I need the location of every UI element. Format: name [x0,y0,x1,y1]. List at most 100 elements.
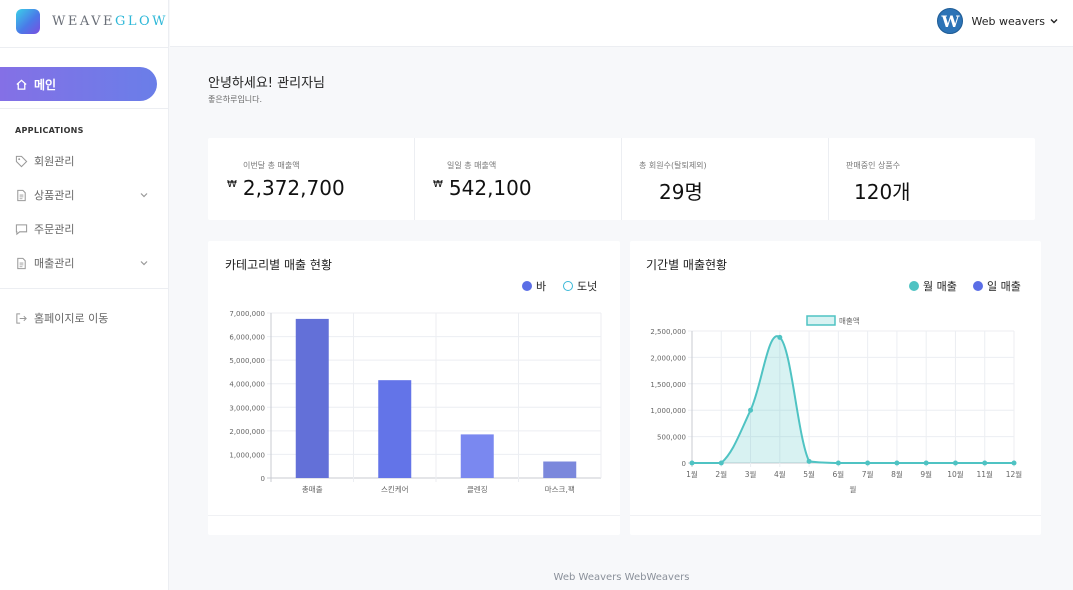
data-point [1011,460,1017,466]
data-point [923,460,929,466]
legend-dot-icon [563,281,573,291]
sidebar-item-homepage[interactable]: 홈페이지로 이동 [15,308,155,328]
stat-label: 총 회원수(탈퇴제외) [639,161,707,170]
tag-icon [15,155,28,167]
area-fill [692,336,1014,463]
data-point [806,458,812,464]
x-tick-label: 6월 [833,469,845,479]
x-tick-label: 클렌징 [467,484,488,494]
y-tick-label: 7,000,000 [229,310,265,318]
bar [460,434,494,478]
x-tick-label: 1월 [686,469,698,479]
greeting-subtitle: 좋은하루입니다. [208,95,263,104]
card-title: 카테고리별 매출 현황 [225,258,332,272]
x-tick-label: 8월 [891,469,903,479]
data-point [689,460,695,466]
bar [295,318,329,478]
bar [378,380,412,478]
stats-panel: 이번달 총 매출액 ₩2,372,700 일일 총 매출액 ₩542,100 총… [208,138,1035,220]
sidebar-item-label: 주문관리 [34,223,75,236]
legend-dot-icon [909,281,919,291]
series-legend-swatch [806,315,836,326]
x-axis-label: 월 [850,484,857,494]
data-point [952,460,958,466]
legend-daily-toggle[interactable]: 일 매출 [973,278,1021,294]
y-tick-label: 2,000,000 [650,354,686,362]
sidebar-divider [0,288,169,289]
sign-out-icon [16,312,27,324]
data-point [718,460,724,466]
bar [543,461,577,478]
x-tick-label: 총매출 [302,484,323,494]
series-legend-label: 매출액 [839,316,860,326]
user-name[interactable]: Web weavers [971,14,1045,28]
sidebar-divider [0,108,169,109]
sidebar-item-label: 메인 [34,77,57,92]
data-point [894,460,900,466]
x-tick-label: 스킨케어 [381,484,409,494]
footer-text: Web Weavers WebWeavers [553,572,690,583]
sidebar-item-label: 회원관리 [34,155,75,168]
x-tick-label: 11월 [977,469,994,479]
x-tick-label: 7월 [862,469,874,479]
data-point [982,460,988,466]
data-point [748,407,754,413]
chevron-down-icon [140,261,148,266]
y-tick-label: 2,000,000 [229,428,265,436]
x-tick-label: 12월 [1006,469,1023,479]
data-point [865,460,871,466]
stat-label: 판매중인 상품수 [846,161,901,170]
x-tick-label: 9월 [920,469,932,479]
card-footer [630,515,1041,535]
y-tick-label: 3,000,000 [229,404,265,412]
x-tick-label: 2월 [715,469,727,479]
sidebar: WEAVEGLOW 메인 APPLICATIONS 회원관리 상품관리 주문관리… [0,0,169,590]
legend-donut-toggle[interactable]: 도넛 [563,278,597,294]
sidebar-item-label: 매출관리 [34,257,75,270]
sidebar-item-label: 상품관리 [34,189,75,202]
period-sales-card: 기간별 매출현황 월 매출 일 매출 0 500,000 1,000,000 1,50… [630,241,1041,535]
x-tick-label: 5월 [803,469,815,479]
stat-value: ₩542,100 [433,176,532,200]
y-tick-label: 1,500,000 [650,381,686,389]
x-tick-label: 4월 [774,469,786,479]
y-tick-label: 0 [261,475,265,483]
stat-monthly-sales: 이번달 총 매출액 ₩2,372,700 [208,138,415,220]
stat-value: 120개 [854,180,911,204]
sidebar-item-orders[interactable]: 주문관리 [15,219,155,239]
card-footer [208,515,620,535]
top-bar: W Web weavers [170,0,1073,47]
category-bar-chart: 0 1,000,000 2,000,000 3,000,000 4,000,000 5,0… [229,310,602,494]
sidebar-item-main[interactable]: 메인 [0,67,157,101]
greeting-title: 안녕하세요! 관리자님 [208,76,325,91]
sidebar-item-label: 홈페이지로 이동 [34,312,109,325]
stat-label: 이번달 총 매출액 [243,161,300,170]
user-menu[interactable]: W Web weavers [937,8,1059,34]
chat-icon [15,223,28,235]
chevron-down-icon[interactable] [1049,16,1059,26]
x-tick-label: 10월 [947,469,964,479]
legend-bar-toggle[interactable]: 바 [522,278,546,294]
logo[interactable]: WEAVEGLOW [16,9,168,34]
y-tick-label: 1,000,000 [229,451,265,459]
y-tick-label: 4,000,000 [229,381,265,389]
document-icon [17,257,26,269]
home-icon [16,78,27,90]
card-title: 기간별 매출현황 [646,258,728,272]
sidebar-section-label: APPLICATIONS [15,126,84,135]
stat-total-members: 총 회원수(탈퇴제외) 29명 [622,138,829,220]
document-icon [17,189,26,201]
y-tick-label: 6,000,000 [229,334,265,342]
sidebar-item-members[interactable]: 회원관리 [15,151,155,171]
sidebar-item-products[interactable]: 상품관리 [15,185,155,205]
data-point [835,460,841,466]
avatar[interactable]: W [937,8,964,34]
y-tick-label: 500,000 [657,434,686,442]
logo-text: WEAVEGLOW [52,14,169,29]
legend-monthly-toggle[interactable]: 월 매출 [909,278,957,294]
sidebar-divider [0,47,169,48]
y-tick-label: 2,500,000 [650,328,686,336]
category-sales-card: 카테고리별 매출 현황 바 도넛 0 1,000,000 2,000,000 3,00… [208,241,620,535]
sidebar-item-sales[interactable]: 매출관리 [15,253,155,273]
logo-mark-icon [16,9,40,34]
